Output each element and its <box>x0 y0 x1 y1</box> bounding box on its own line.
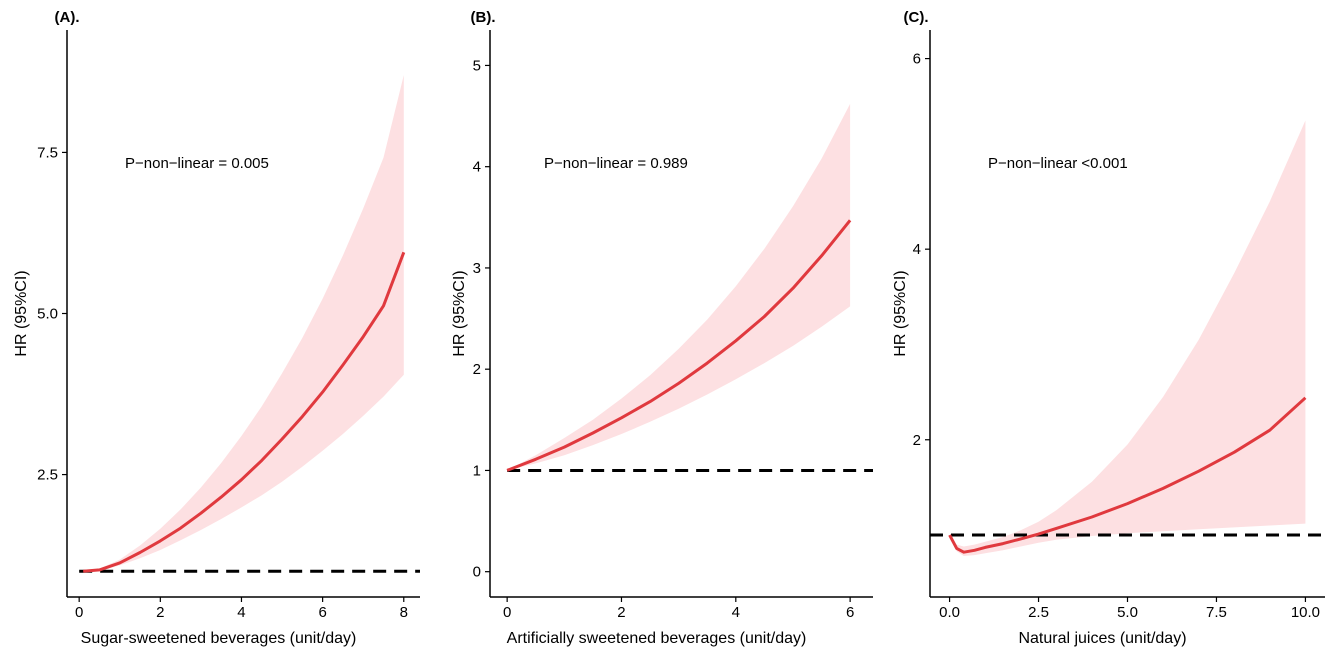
panel-label: (C). <box>904 9 929 26</box>
x-axis-title: Artificially sweetened beverages (unit/d… <box>507 630 807 647</box>
p-value-annotation: P−non−linear = 0.989 <box>544 155 688 172</box>
panel-label: (B). <box>471 9 496 26</box>
y-tick-label: 2.5 <box>37 467 58 484</box>
y-tick-label: 2 <box>913 432 921 449</box>
x-tick-label: 4 <box>732 604 740 621</box>
panel-label: (A). <box>55 9 80 26</box>
hr-curve <box>83 251 406 573</box>
x-tick-label: 0.0 <box>939 604 960 621</box>
y-tick-label: 4 <box>473 159 481 176</box>
p-value-annotation: P−non−linear <0.001 <box>988 155 1128 172</box>
x-tick-label: 2 <box>617 604 625 621</box>
y-tick-label: 4 <box>913 241 921 258</box>
panel-c: 0.0 2.5 5.0 7.5 10.0 2 4 6 (C). P−non−linear <0.0… <box>892 9 1325 647</box>
x-axis-title: Sugar-sweetened beverages (unit/day) <box>81 630 357 647</box>
hr-curve <box>948 396 1307 554</box>
y-axis-title: HR (95%CI) <box>451 270 468 356</box>
ci-band <box>83 75 404 572</box>
x-tick-label: 10.0 <box>1291 604 1320 621</box>
hr-curve <box>506 219 852 472</box>
panel-b: 0 2 4 6 0 1 2 3 4 5 (B). P−non−linear = 0.989 Artifi… <box>451 9 873 647</box>
y-tick-label: 0 <box>473 564 481 581</box>
y-axis-title: HR (95%CI) <box>892 270 909 356</box>
y-tick-label: 2 <box>473 361 481 378</box>
y-tick-label: 3 <box>473 260 481 277</box>
x-tick-label: 8 <box>400 604 408 621</box>
x-tick-label: 4 <box>237 604 245 621</box>
x-tick-label: 7.5 <box>1206 604 1227 621</box>
y-tick-label: 6 <box>913 51 921 68</box>
x-tick-label: 2.5 <box>1028 604 1049 621</box>
y-tick-label: 5 <box>473 57 481 74</box>
y-axis-title: HR (95%CI) <box>13 270 30 356</box>
panel-a: 0 2 4 6 8 2.5 5.0 7.5 (A). P−non−linear = 0.005 Su… <box>13 9 420 647</box>
y-tick-label: 1 <box>473 462 481 479</box>
y-tick-label: 5.0 <box>37 306 58 323</box>
ci-band <box>949 120 1306 556</box>
x-tick-label: 0 <box>75 604 83 621</box>
y-tick-label: 7.5 <box>37 144 58 161</box>
x-tick-label: 2 <box>156 604 164 621</box>
x-tick-label: 5.0 <box>1117 604 1138 621</box>
x-axis-title: Natural juices (unit/day) <box>1018 630 1186 647</box>
x-tick-label: 6 <box>318 604 326 621</box>
x-tick-label: 6 <box>846 604 854 621</box>
ci-band <box>507 103 851 471</box>
x-tick-label: 0 <box>503 604 511 621</box>
p-value-annotation: P−non−linear = 0.005 <box>125 155 269 172</box>
